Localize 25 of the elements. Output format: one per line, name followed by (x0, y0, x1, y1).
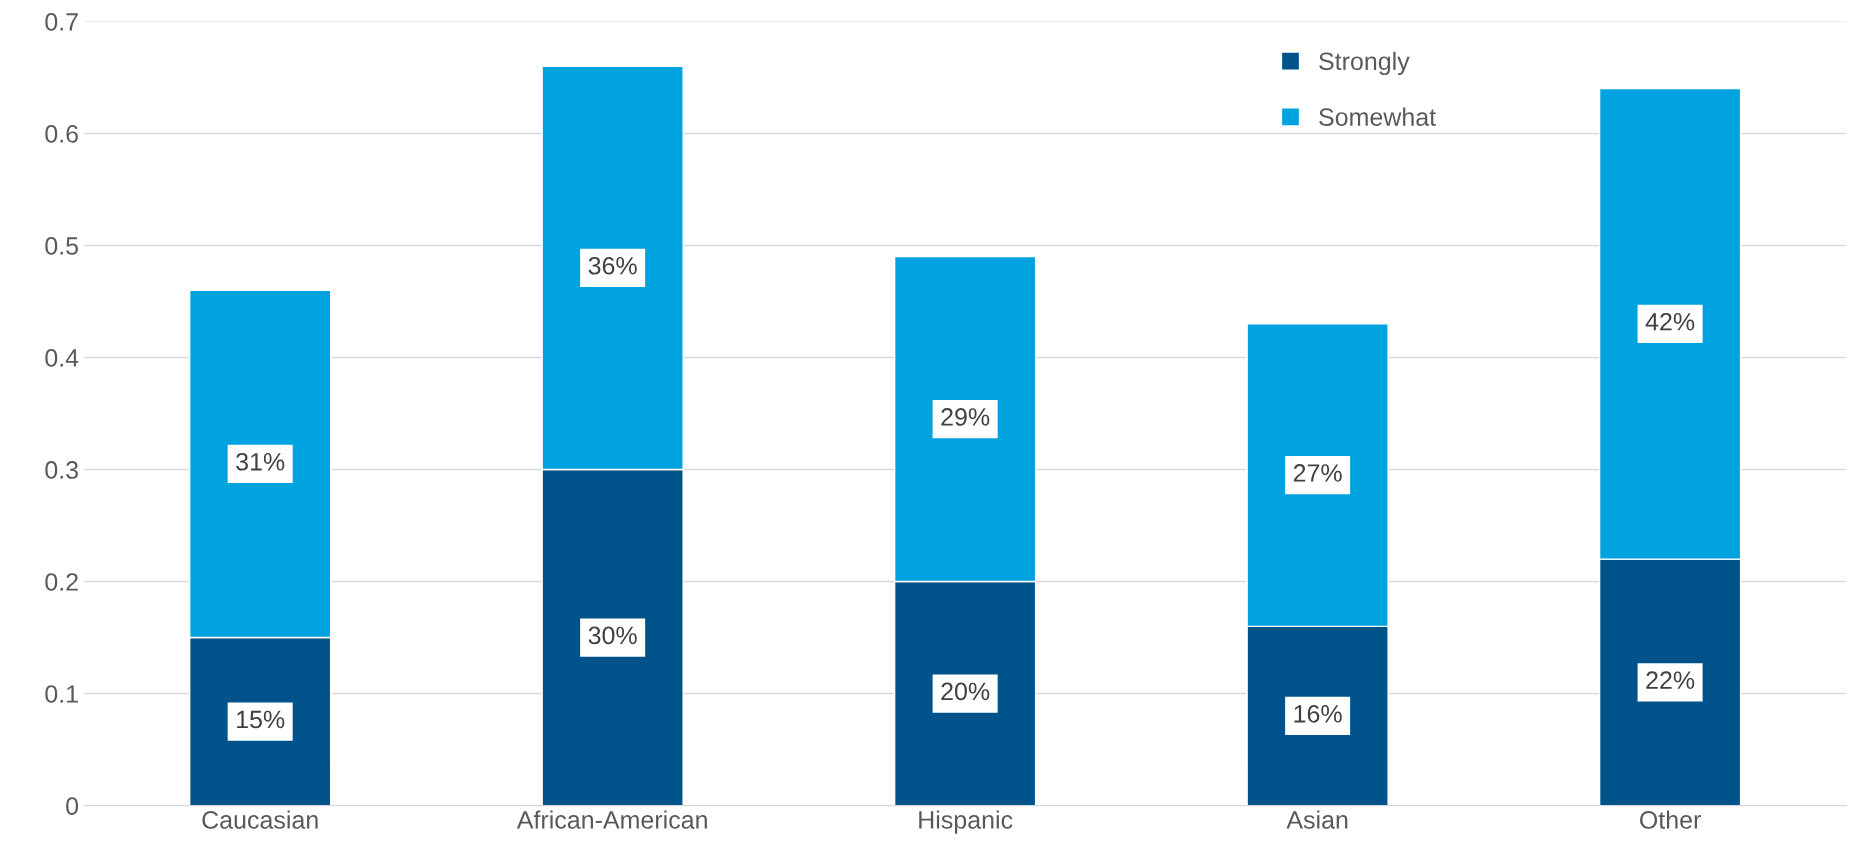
y-tick-label: 0 (66, 797, 79, 815)
data-label: 16% (1294, 704, 1342, 723)
data-label: 29% (941, 408, 990, 426)
y-tick-label: 0.3 (45, 461, 78, 479)
data-label: 36% (588, 256, 637, 275)
legend-label: Strongly (1319, 51, 1410, 76)
data-label: 31% (236, 452, 285, 471)
y-tick-label: 0.2 (45, 573, 78, 591)
y-tick-label: 0.4 (45, 349, 79, 367)
y-tick-label: 0.5 (45, 237, 79, 255)
data-label: 15% (237, 710, 285, 729)
data-label: 30% (588, 626, 637, 645)
data-label: 27% (1293, 464, 1342, 482)
x-tick-label: Other (1640, 810, 1701, 829)
data-label: 20% (941, 682, 990, 701)
x-tick-label: Caucasian (202, 810, 318, 829)
data-label: 42% (1645, 312, 1695, 331)
x-tick-label: African-American (516, 810, 707, 829)
y-tick-label: 0.7 (45, 13, 78, 31)
x-tick-label: Asian (1286, 810, 1348, 829)
data-label: 22% (1646, 671, 1695, 689)
legend-label: Somewhat (1319, 107, 1436, 126)
y-tick-label: 0.6 (45, 125, 78, 143)
x-tick-label: Hispanic (919, 810, 1013, 834)
y-tick-label: 0.1 (45, 685, 78, 703)
